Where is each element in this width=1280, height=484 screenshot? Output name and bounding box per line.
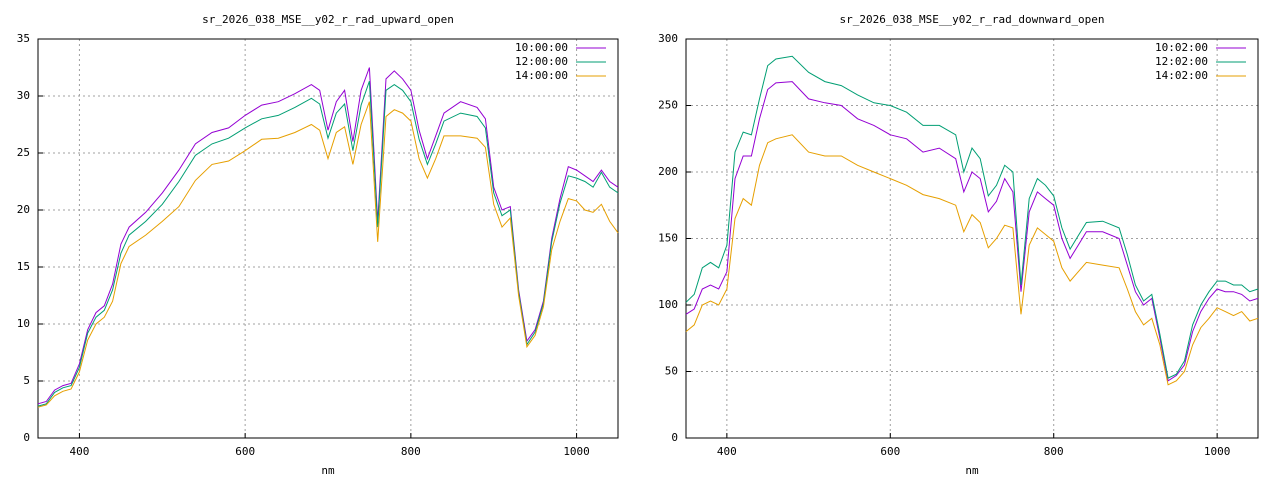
- plot-frame: [685, 38, 1259, 439]
- data-line: [685, 55, 1259, 379]
- legend-label: 14:02:00: [1155, 69, 1208, 82]
- chart-title: sr_2026_038_MSE__y02_r_rad_downward_open: [840, 13, 1105, 26]
- x-tick-label: 1000: [1204, 445, 1231, 458]
- x-tick-label: 800: [1044, 445, 1064, 458]
- y-tick-label: 0: [23, 431, 30, 444]
- x-tick-label: 400: [69, 445, 89, 458]
- data-line: [685, 81, 1259, 382]
- y-tick-label: 200: [658, 165, 678, 178]
- y-tick-label: 30: [17, 89, 30, 102]
- y-tick-label: 50: [665, 365, 678, 378]
- y-tick-label: 100: [658, 298, 678, 311]
- legend-label: 12:02:00: [1155, 55, 1208, 68]
- data-line: [37, 101, 619, 408]
- data-line: [37, 81, 619, 407]
- data-line: [685, 134, 1259, 386]
- chart-title: sr_2026_038_MSE__y02_r_rad_upward_open: [202, 13, 454, 26]
- legend-label: 12:00:00: [515, 55, 568, 68]
- legend-label: 10:00:00: [515, 41, 568, 54]
- x-axis-label: nm: [321, 464, 335, 477]
- x-tick-label: 800: [401, 445, 421, 458]
- data-line: [37, 67, 619, 405]
- legend-label: 10:02:00: [1155, 41, 1208, 54]
- legend-label: 14:00:00: [515, 69, 568, 82]
- y-tick-label: 300: [658, 32, 678, 45]
- y-tick-label: 5: [23, 374, 30, 387]
- x-axis-label: nm: [965, 464, 979, 477]
- y-tick-label: 150: [658, 232, 678, 245]
- x-tick-label: 600: [235, 445, 255, 458]
- y-tick-label: 0: [671, 431, 678, 444]
- x-tick-label: 400: [717, 445, 737, 458]
- plot-frame: [37, 38, 619, 439]
- y-tick-label: 20: [17, 203, 30, 216]
- y-tick-label: 10: [17, 317, 30, 330]
- y-tick-label: 35: [17, 32, 30, 45]
- y-tick-label: 25: [17, 146, 30, 159]
- x-tick-label: 1000: [563, 445, 590, 458]
- y-tick-label: 250: [658, 99, 678, 112]
- y-tick-label: 15: [17, 260, 30, 273]
- x-tick-label: 600: [880, 445, 900, 458]
